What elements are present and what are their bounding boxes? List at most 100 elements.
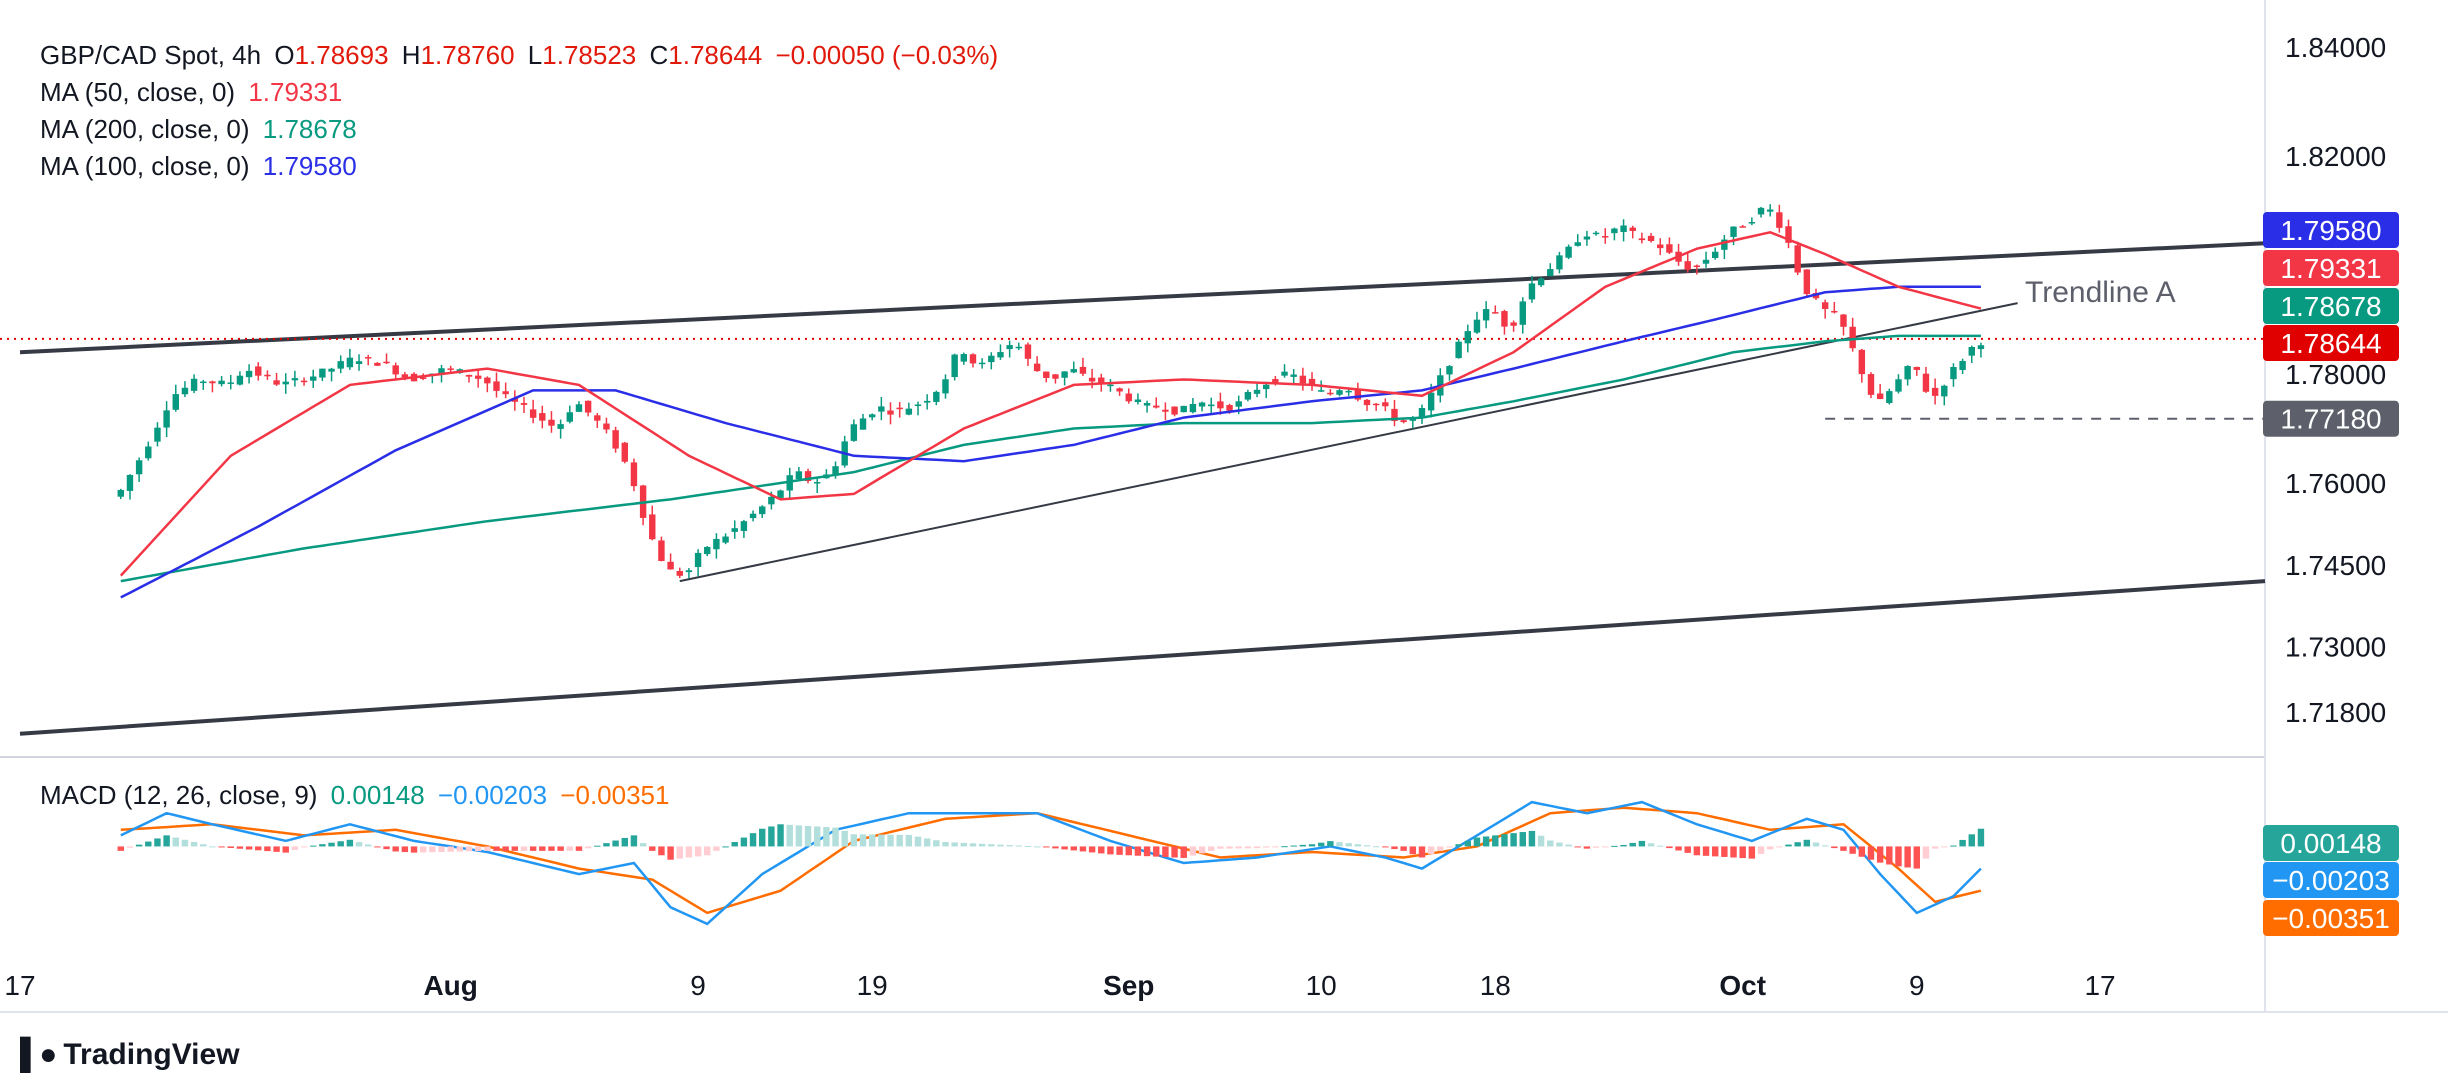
macd-histogram-bar xyxy=(1473,837,1481,847)
macd-histogram-bar xyxy=(639,843,647,847)
candle-body xyxy=(1711,251,1719,259)
macd-histogram-bar xyxy=(401,846,409,853)
macd-histogram-bar xyxy=(245,846,253,850)
macd-histogram-bar xyxy=(1492,835,1499,847)
macd-histogram-bar xyxy=(1510,833,1517,847)
macd-pane xyxy=(117,824,1985,869)
candle-body xyxy=(401,374,409,378)
price-badge-label: 1.79331 xyxy=(2280,253,2381,284)
macd-badge xyxy=(2263,862,2399,898)
macd-histogram-bar xyxy=(364,844,372,847)
macd-histogram-bar xyxy=(319,844,326,847)
candle-body xyxy=(1931,387,1939,396)
candle-body xyxy=(1088,377,1096,382)
candle-body xyxy=(1684,261,1691,270)
macd-histogram-bar xyxy=(474,846,482,852)
macd-histogram-bar xyxy=(1070,846,1077,851)
macd-histogram-bar xyxy=(502,846,509,851)
tradingview-logo[interactable]: ▌● TradingView xyxy=(20,1038,240,1072)
macd-histogram-bar xyxy=(1482,836,1490,847)
macd-histogram-bar xyxy=(1427,846,1435,855)
candle-body xyxy=(227,382,234,384)
candle-body xyxy=(1290,374,1297,377)
ma200-legend[interactable]: MA (200, close, 0) 1.78678 xyxy=(40,114,363,145)
candle-body xyxy=(1107,384,1114,387)
candle-body xyxy=(392,365,399,375)
axes: 1.840001.820001.800001.780001.760001.745… xyxy=(4,32,2386,1001)
candle-body xyxy=(1217,401,1224,409)
macd-histogram-bar xyxy=(1895,846,1902,867)
ma50-legend[interactable]: MA (50, close, 0) 1.79331 xyxy=(40,77,348,108)
macd-histogram-bar xyxy=(704,846,711,856)
candle-body xyxy=(1501,311,1508,327)
candle-body xyxy=(1418,408,1426,418)
candle-body xyxy=(209,381,216,384)
candle-body xyxy=(713,538,720,550)
candle-body xyxy=(1730,226,1737,237)
macd-histogram-bar xyxy=(997,844,1004,847)
candle-body xyxy=(1052,374,1059,379)
candle-body xyxy=(649,514,656,540)
macd-histogram-bar xyxy=(1052,846,1059,849)
candle-body xyxy=(1886,391,1893,404)
macd-badge-label: 0.00148 xyxy=(2280,828,2381,859)
macd-histogram-bar xyxy=(529,846,537,851)
candle-body xyxy=(282,381,289,385)
macd-histogram-bar xyxy=(1327,841,1334,847)
candle-body xyxy=(759,506,766,515)
macd-histogram-bar xyxy=(1033,846,1041,848)
macd-histogram-bar xyxy=(1904,846,1911,868)
candle-body xyxy=(722,536,729,543)
macd-histogram-bar xyxy=(594,845,601,847)
candle-body xyxy=(190,378,198,391)
macd-histogram-bar xyxy=(1189,846,1197,856)
y-tick-label: 1.84000 xyxy=(2285,32,2386,63)
candle-body xyxy=(1657,244,1664,249)
macd-histogram-bar xyxy=(1125,846,1132,856)
macd-histogram-bar xyxy=(1547,840,1554,847)
price-badge xyxy=(2263,212,2399,248)
macd-histogram-bar xyxy=(1721,846,1728,857)
tradingview-logo-icon: ▌● xyxy=(20,1038,57,1071)
candle-body xyxy=(1317,390,1325,392)
macd-histogram-bar xyxy=(1006,845,1013,847)
macd-histogram-bar xyxy=(1711,846,1719,857)
open-label: O xyxy=(274,40,295,70)
macd-histogram-bar xyxy=(1913,846,1921,869)
macd-histogram-bar xyxy=(218,846,225,848)
macd-histogram-bar xyxy=(1290,845,1297,847)
candle-body xyxy=(1299,375,1307,384)
candle-body xyxy=(795,471,803,480)
candle-body xyxy=(1849,326,1856,349)
macd-histogram-bar xyxy=(1776,846,1783,848)
candle-body xyxy=(539,413,546,421)
candle-body xyxy=(960,354,968,362)
macd-histogram-bar xyxy=(832,827,839,847)
candle-body xyxy=(1739,226,1746,228)
candle-body xyxy=(255,366,262,376)
macd-histogram-bar xyxy=(859,834,867,847)
candle-body xyxy=(933,391,940,402)
candle-body xyxy=(1922,373,1930,392)
candle-body xyxy=(1638,238,1646,241)
price-badges: 1.79580 1.79331 1.78678 1.78644 1.77180 0.001… xyxy=(2263,212,2399,936)
candle-body xyxy=(300,380,308,383)
macd-histogram-bar xyxy=(200,844,207,847)
macd-legend[interactable]: MACD (12, 26, close, 9) 0.00148 −0.00203… xyxy=(40,780,675,811)
candle-body xyxy=(978,362,986,365)
candle-body xyxy=(291,378,299,381)
candle-body xyxy=(923,400,931,403)
candle-body xyxy=(154,427,161,442)
macd-histogram-bar xyxy=(1363,845,1371,847)
macd-histogram-bar xyxy=(1831,846,1838,849)
y-tick-label: 1.76000 xyxy=(2285,468,2386,499)
candle-body xyxy=(997,352,1004,358)
candle-body xyxy=(804,471,812,482)
candle-body xyxy=(1519,301,1526,325)
close-value: 1.78644 xyxy=(668,40,763,70)
macd-histogram-bar xyxy=(1382,846,1389,848)
candle-body xyxy=(1464,331,1472,344)
ma100-legend[interactable]: MA (100, close, 0) 1.79580 xyxy=(40,151,363,182)
candle-body xyxy=(355,361,363,364)
